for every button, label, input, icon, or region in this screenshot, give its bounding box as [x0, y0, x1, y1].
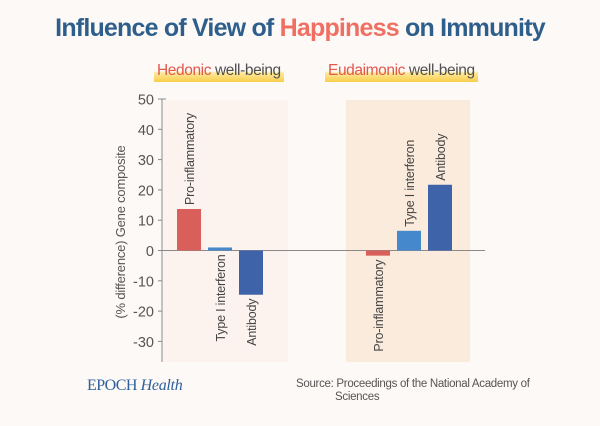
bar-category-label: Pro-inflammatory: [372, 259, 386, 352]
bar-hedonic-pro-inflammatory: [177, 208, 201, 251]
chart-title: Influence of View of Happiness on Immuni…: [0, 14, 600, 43]
bar-hedonic-type-i-interferon: [208, 247, 232, 251]
y-tick-label: 40: [138, 123, 154, 139]
y-tick-label: -20: [133, 305, 154, 321]
chart-title-part2: on Immunity: [398, 14, 546, 42]
bar-category-label: Antibody: [434, 133, 448, 181]
bar-eudaimonic-antibody: [428, 184, 452, 251]
group-label-eudaimonic-accent: Eudaimonic: [328, 62, 405, 79]
group-label-eudaimonic-rest: well-being: [405, 62, 475, 79]
source-line-2: Sciences: [335, 391, 380, 403]
y-tick-label: 10: [138, 214, 154, 230]
epoch-health-logo: EPOCH Health: [87, 377, 183, 395]
bar-category-label: Pro-inflammatory: [183, 112, 197, 205]
source-note: Source: Proceedings of the National Acad…: [296, 378, 546, 404]
y-tick-label: -30: [133, 335, 154, 351]
group-label-eudaimonic: Eudaimonic well-being: [325, 62, 478, 82]
y-tick-label: 50: [138, 93, 154, 109]
chart-title-highlight: Happiness: [279, 14, 400, 42]
y-tick-label: 20: [138, 183, 154, 199]
y-tick-label: 30: [138, 153, 154, 169]
bar-hedonic-antibody: [239, 250, 263, 295]
bar-eudaimonic-pro-inflammatory: [366, 250, 390, 256]
logo-brand: EPOCH: [87, 377, 137, 394]
group-label-hedonic: Hedonic well-being: [154, 62, 284, 82]
bar-category-label: Type I interferon: [214, 254, 228, 341]
bar-category-label: Antibody: [245, 298, 259, 346]
group-label-hedonic-rest: well-being: [211, 62, 281, 79]
y-tick-label: -10: [133, 274, 154, 290]
logo-sub: Health: [140, 377, 183, 394]
source-line-1: Source: Proceedings of the National Acad…: [296, 378, 530, 390]
group-label-hedonic-accent: Hedonic: [157, 62, 212, 79]
y-tick-label: 0: [146, 244, 154, 260]
bar-eudaimonic-type-i-interferon: [397, 230, 421, 251]
bar-category-label: Type I interferon: [403, 140, 417, 227]
chart-title-part1: Influence of View of: [55, 14, 280, 42]
y-axis-title: (% difference) Gene composite: [113, 145, 128, 318]
